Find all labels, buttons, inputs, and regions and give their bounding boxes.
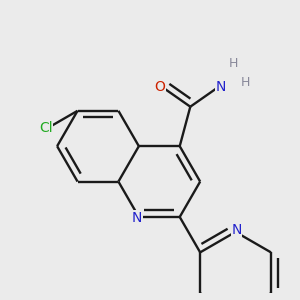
Text: N: N	[132, 211, 142, 225]
Text: O: O	[154, 80, 165, 94]
Text: H: H	[241, 76, 250, 89]
Text: N: N	[231, 223, 242, 237]
Text: Cl: Cl	[39, 121, 52, 135]
Text: H: H	[228, 57, 238, 70]
Text: N: N	[215, 80, 226, 94]
